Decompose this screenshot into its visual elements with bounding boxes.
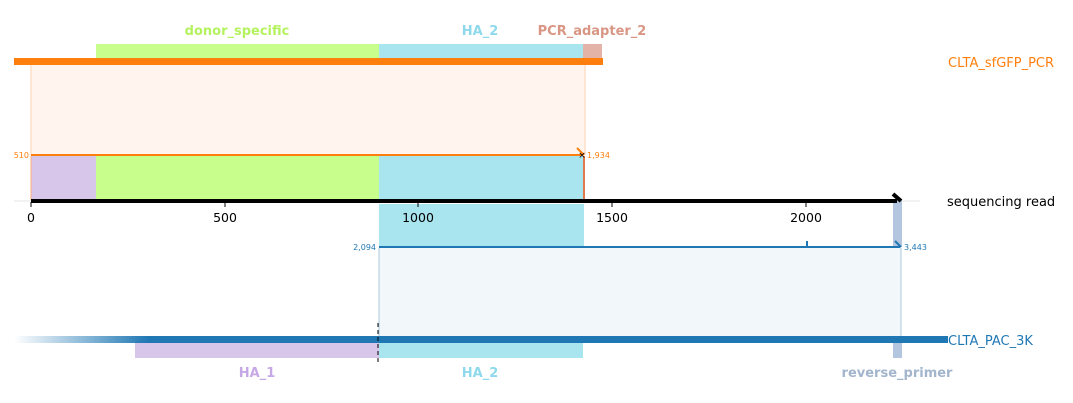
label-ha2-bottom: HA_2 [462,366,499,381]
label-pcr-adapter-2-top: PCR_adapter_2 [538,24,647,39]
alignment-start-coord-bottom: 2,094 [353,243,376,252]
axis-tick-label-0: 0 [27,210,35,225]
axis-tick-label-500: 500 [213,210,237,225]
reference-name-bottom: CLTA_PAC_3K [948,334,1033,349]
alignment-end-coord-bottom: 3,443 [904,243,927,252]
reference-bar-bottom-fade [14,336,149,343]
label-reverse-primer-bottom: reverse_primer [842,366,954,381]
alignment-connector-bottom [379,248,901,336]
label-ha2-top: HA_2 [462,24,499,39]
feature-ha2-bottom [379,341,583,358]
feature-donor-specific-read [96,156,379,200]
alignment-connector-top [31,65,585,155]
alignment-arrow-bottom [894,240,902,248]
feature-pcr-adapter-2-top [583,44,602,60]
feature-ha2-read-below-axis [379,204,584,247]
x-axis: 0 500 1000 1500 2000 [27,202,822,225]
label-donor-specific-top: donor_specific [185,24,290,39]
alignment-start-coord-top: 510 [14,151,29,160]
sequencing-read-arrowhead [891,192,903,203]
reference-bar-top [14,58,603,65]
alignment-arrow-top [576,147,585,156]
reference-name-middle: sequencing read [947,195,1055,210]
feature-reverse-primer-bottom [893,341,902,358]
feature-donor-specific-top [96,44,379,60]
alignment-end-cross-top: × [578,151,586,161]
feature-reverse-primer-read [893,199,902,247]
alignment-end-coord-top: 1,934 [587,151,610,160]
axis-tick-label-1000: 1000 [402,210,434,225]
reference-bar-bottom [148,336,948,343]
label-ha1-bottom: HA_1 [239,366,276,381]
axis-tick-label-2000: 2000 [790,210,822,225]
feature-ha1-bottom [135,341,379,358]
feature-ha1-read [31,156,96,200]
feature-ha2-top [379,44,583,60]
axis-tick-label-1500: 1500 [596,210,628,225]
feature-ha2-read [379,156,583,200]
reference-name-top: CLTA_sfGFP_PCR [948,56,1054,71]
